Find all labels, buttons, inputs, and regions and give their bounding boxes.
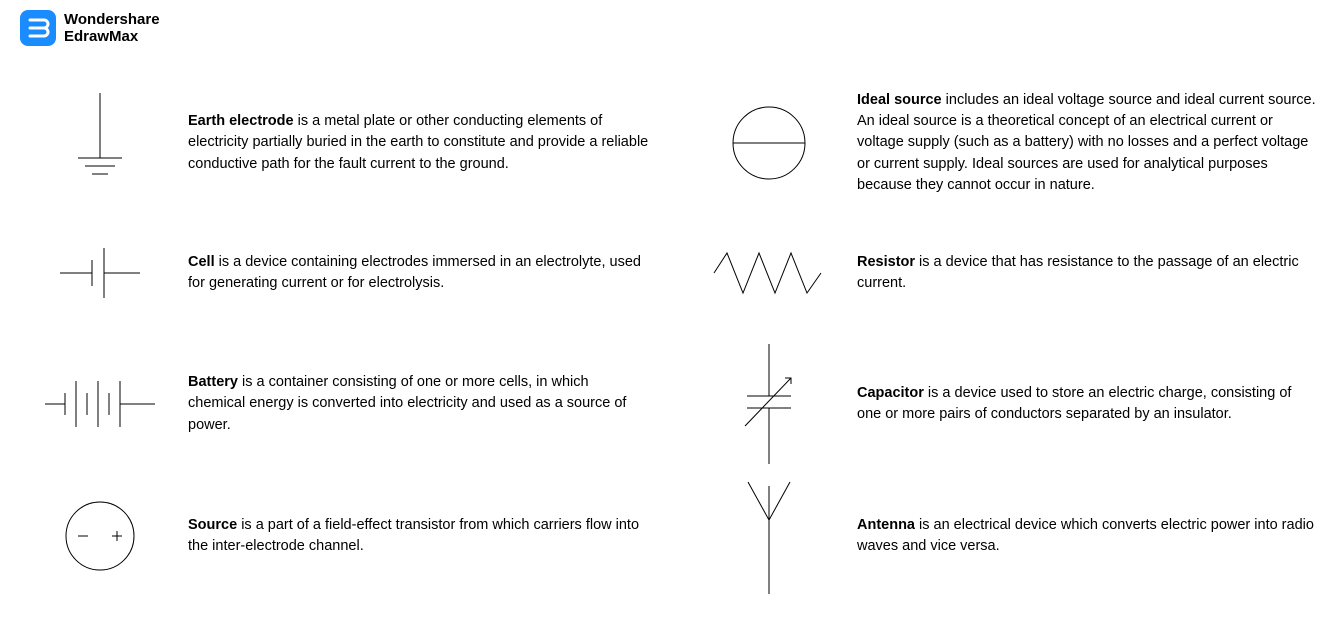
term-resistor: Resistor <box>857 254 915 270</box>
item-battery: Battery is a container consisting of one… <box>40 338 649 470</box>
desc-antenna: Antenna is an electrical device which co… <box>857 515 1318 557</box>
desc-ideal-source: Ideal source includes an ideal voltage s… <box>857 90 1318 195</box>
symbol-source-icon <box>40 491 160 581</box>
item-cell: Cell is a device containing electrodes i… <box>40 208 649 338</box>
term-ideal-source: Ideal source <box>857 92 942 108</box>
symbol-battery-icon <box>40 369 160 439</box>
item-capacitor: Capacitor is a device used to store an e… <box>709 338 1318 470</box>
symbol-capacitor-icon <box>709 344 829 464</box>
term-capacitor: Capacitor <box>857 385 924 401</box>
text-battery: is a container consisting of one or more… <box>188 374 626 432</box>
brand-logo-icon <box>20 10 56 46</box>
brand-line1: Wondershare <box>64 11 160 28</box>
term-earth-electrode: Earth electrode <box>188 113 294 129</box>
item-earth-electrode: Earth electrode is a metal plate or othe… <box>40 78 649 208</box>
text-cell: is a device containing electrodes immers… <box>188 254 641 291</box>
symbols-grid: Earth electrode is a metal plate or othe… <box>40 78 1318 602</box>
term-source: Source <box>188 517 237 533</box>
text-antenna: is an electrical device which converts e… <box>857 517 1314 554</box>
brand-logo-text: Wondershare EdrawMax <box>64 11 160 46</box>
text-resistor: is a device that has resistance to the p… <box>857 254 1299 291</box>
desc-capacitor: Capacitor is a device used to store an e… <box>857 383 1318 425</box>
item-source: Source is a part of a field-effect trans… <box>40 470 649 602</box>
desc-resistor: Resistor is a device that has resistance… <box>857 252 1318 294</box>
term-antenna: Antenna <box>857 517 915 533</box>
item-ideal-source: Ideal source includes an ideal voltage s… <box>709 78 1318 208</box>
term-battery: Battery <box>188 374 238 390</box>
item-antenna: Antenna is an electrical device which co… <box>709 470 1318 602</box>
desc-cell: Cell is a device containing electrodes i… <box>188 252 649 294</box>
desc-earth-electrode: Earth electrode is a metal plate or othe… <box>188 111 649 174</box>
edrawmax-glyph-icon <box>26 16 50 40</box>
symbol-ideal-source-icon <box>709 98 829 188</box>
symbol-earth-electrode-icon <box>40 93 160 193</box>
desc-battery: Battery is a container consisting of one… <box>188 372 649 435</box>
desc-source: Source is a part of a field-effect trans… <box>188 515 649 557</box>
text-source: is a part of a field-effect transistor f… <box>188 517 639 554</box>
symbol-resistor-icon <box>709 243 829 303</box>
item-resistor: Resistor is a device that has resistance… <box>709 208 1318 338</box>
symbol-antenna-icon <box>709 476 829 596</box>
symbol-cell-icon <box>40 238 160 308</box>
term-cell: Cell <box>188 254 215 270</box>
brand-line2: EdrawMax <box>64 28 160 45</box>
brand-logo: Wondershare EdrawMax <box>20 10 160 46</box>
